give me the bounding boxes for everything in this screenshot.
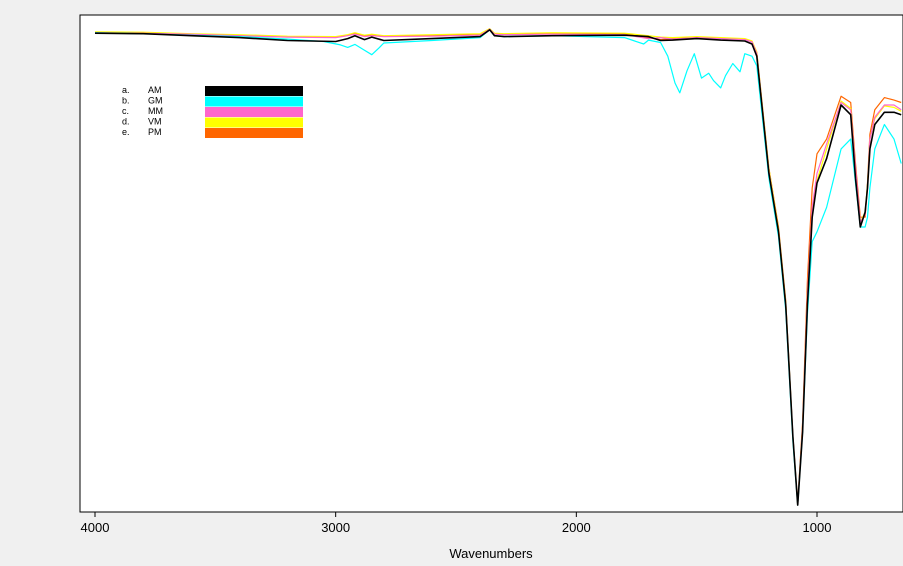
x-axis-title: Wavenumbers bbox=[449, 546, 533, 561]
legend-label-am: AM bbox=[148, 85, 162, 95]
legend-label-gm: GM bbox=[148, 96, 163, 106]
series-line-gm bbox=[94, 29, 902, 506]
x-tick-label: 3000 bbox=[321, 520, 350, 535]
legend-label-pm: PM bbox=[148, 127, 162, 137]
legend-letter: e. bbox=[122, 127, 130, 137]
legend-swatch-mm bbox=[205, 107, 303, 117]
x-axis: 4000 3000 2000 1000 bbox=[81, 512, 832, 535]
x-tick-label: 2000 bbox=[562, 520, 591, 535]
series-line-am bbox=[94, 28, 902, 506]
legend-letter: a. bbox=[122, 85, 130, 95]
plot-area bbox=[79, 14, 903, 513]
legend-swatch-gm bbox=[205, 96, 303, 107]
legend-swatch-pm bbox=[205, 128, 303, 138]
legend-letter: b. bbox=[122, 96, 130, 106]
legend-label-vm: VM bbox=[148, 117, 162, 127]
series-layer bbox=[94, 28, 902, 506]
x-tick-label: 1000 bbox=[803, 520, 832, 535]
legend-swatch-vm bbox=[205, 117, 303, 128]
legend-letter: d. bbox=[122, 117, 130, 127]
legend-letter: c. bbox=[122, 106, 129, 116]
x-tick-label: 4000 bbox=[81, 520, 110, 535]
legend: a. AM b. GM c. MM d. VM e. PM bbox=[122, 85, 303, 138]
legend-swatch-am bbox=[205, 86, 303, 96]
legend-label-mm: MM bbox=[148, 106, 163, 116]
